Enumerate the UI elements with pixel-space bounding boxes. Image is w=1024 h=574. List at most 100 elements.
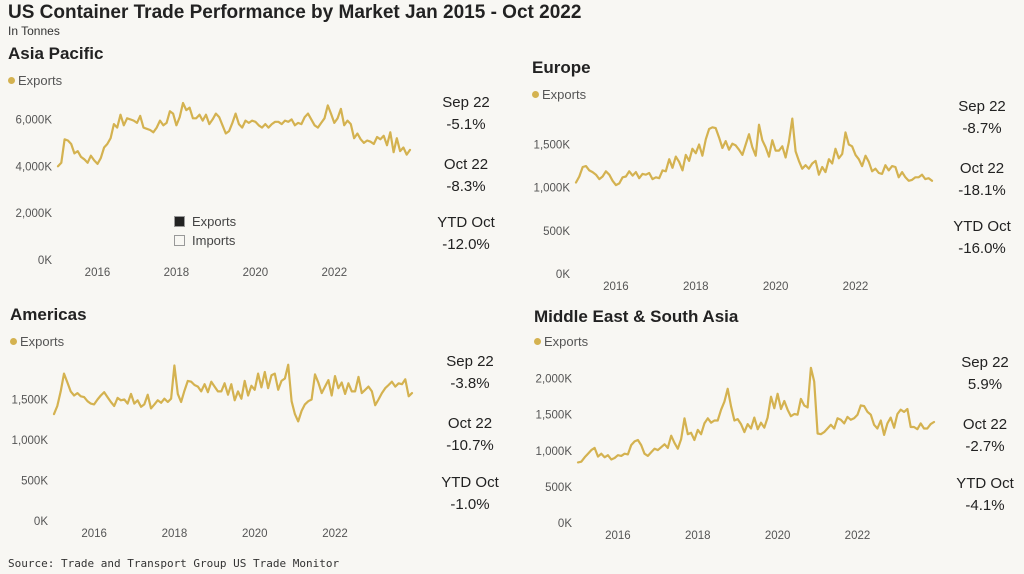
- stat-value: -8.3%: [446, 178, 486, 195]
- series-legend[interactable]: Exports: [534, 334, 588, 349]
- x-tick-label: 2018: [685, 530, 711, 542]
- stat-period: Sep 22: [442, 94, 490, 111]
- source-note: Source: Trade and Transport Group US Tra…: [8, 557, 340, 570]
- y-tick-label: 6,000K: [16, 114, 53, 126]
- page-title: US Container Trade Performance by Market…: [8, 2, 582, 23]
- stat-period: Sep 22: [958, 98, 1006, 115]
- panel-europe: Europe Exports 0K 500K 1,000K 1,500K 2016 201…: [532, 58, 1024, 296]
- legend-dot-icon: [8, 77, 15, 84]
- panel-title: Middle East & South Asia: [534, 307, 739, 326]
- stat-period: Sep 22: [446, 353, 494, 370]
- stat-value: -18.1%: [958, 182, 1006, 199]
- x-tick-label: 2016: [605, 530, 631, 542]
- legend-label: Exports: [20, 334, 65, 349]
- stat-value: -4.1%: [965, 497, 1005, 514]
- y-tick-label: 500K: [545, 482, 572, 494]
- x-tick-label: 2020: [765, 530, 791, 542]
- x-tick-label: 2020: [242, 528, 268, 540]
- x-tick-label: 2016: [603, 281, 629, 293]
- panel-americas: Americas Exports 0K 500K 1,000K 1,500K 2016 2…: [10, 305, 510, 550]
- series-line-exports[interactable]: [574, 117, 934, 187]
- x-tick-label: 2022: [843, 281, 869, 293]
- legend-dot-icon: [534, 338, 541, 345]
- x-tick-label: 2018: [164, 267, 190, 279]
- series-line-exports[interactable]: [52, 363, 414, 423]
- y-tick-label: 1,000K: [534, 183, 571, 195]
- x-tick-label: 2016: [85, 267, 111, 279]
- stat-ytd-oct: YTD Oct -12.0%: [426, 212, 506, 256]
- x-tick-label: 2018: [683, 281, 709, 293]
- inset-legend: Exports Imports: [174, 214, 236, 252]
- stat-sep-22: Sep 22 -3.8%: [430, 351, 510, 395]
- series-legend[interactable]: Exports: [10, 334, 64, 349]
- series-line-exports[interactable]: [56, 101, 412, 168]
- y-tick-label: 0K: [556, 269, 570, 281]
- line-chart-europe: 0K 500K 1,000K 1,500K 2016 2018 2020 2022: [534, 117, 934, 293]
- stat-value: -5.1%: [446, 116, 486, 133]
- series-line-exports[interactable]: [576, 366, 936, 464]
- panel-middle-east-south-asia: Middle East & South Asia Exports 0K 500K 1…: [534, 307, 1024, 552]
- stat-value: -12.0%: [442, 236, 490, 253]
- stat-sep-22: Sep 22 5.9%: [945, 352, 1024, 396]
- legend-label: Exports: [18, 73, 63, 88]
- stat-period: YTD Oct: [437, 214, 495, 231]
- inset-legend-item-imports[interactable]: Imports: [174, 233, 236, 252]
- legend-dot-icon: [532, 91, 539, 98]
- y-tick-label: 1,500K: [12, 395, 49, 407]
- line-chart-middle-east-south-asia: 0K 500K 1,000K 1,500K 2,000K 2016 2018 2020 2022: [536, 366, 936, 542]
- stat-period: YTD Oct: [956, 475, 1014, 492]
- x-tick-label: 2020: [763, 281, 789, 293]
- x-tick-label: 2022: [845, 530, 871, 542]
- square-swatch-icon: [174, 235, 185, 246]
- x-tick-label: 2022: [322, 267, 348, 279]
- line-chart-asia-pacific: 0K 2,000K 4,000K 6,000K 2016 2018 2020 2022: [16, 101, 412, 279]
- stat-ytd-oct: YTD Oct -1.0%: [430, 472, 510, 516]
- stat-oct-22: Oct 22 -2.7%: [945, 414, 1024, 458]
- stat-value: -8.7%: [962, 120, 1002, 137]
- inset-legend-label: Exports: [192, 214, 237, 229]
- panel-asia-pacific: Asia Pacific Exports 0K 2,000K 4,000K 6,000…: [8, 44, 508, 282]
- y-tick-label: 1,500K: [534, 140, 571, 152]
- stat-ytd-oct: YTD Oct -16.0%: [942, 216, 1022, 260]
- legend-label: Exports: [544, 334, 589, 349]
- stat-value: -16.0%: [958, 240, 1006, 257]
- x-tick-label: 2022: [322, 528, 348, 540]
- stat-period: YTD Oct: [441, 474, 499, 491]
- panel-title: Americas: [10, 305, 87, 324]
- square-swatch-icon: [174, 216, 185, 227]
- stat-value: 5.9%: [967, 376, 1003, 393]
- y-tick-label: 0K: [34, 516, 48, 528]
- stat-period: Oct 22: [959, 160, 1005, 177]
- stat-period: YTD Oct: [953, 218, 1011, 235]
- stat-period: Oct 22: [443, 156, 489, 173]
- stat-period: Oct 22: [962, 416, 1008, 433]
- panel-title: Europe: [532, 58, 591, 77]
- stat-sep-22: Sep 22 -5.1%: [426, 92, 506, 136]
- y-tick-label: 1,000K: [12, 435, 49, 447]
- legend-dot-icon: [10, 338, 17, 345]
- series-legend[interactable]: Exports: [8, 73, 62, 88]
- y-tick-label: 0K: [558, 518, 572, 530]
- y-tick-label: 500K: [543, 226, 570, 238]
- line-chart-americas: 0K 500K 1,000K 1,500K 2016 2018 2020 2022: [12, 363, 414, 540]
- y-tick-label: 2,000K: [16, 208, 53, 220]
- page-subtitle: In Tonnes: [8, 24, 60, 38]
- stat-sep-22: Sep 22 -8.7%: [942, 96, 1022, 140]
- y-tick-label: 0K: [38, 255, 52, 267]
- stat-oct-22: Oct 22 -18.1%: [942, 158, 1022, 202]
- x-tick-label: 2020: [243, 267, 269, 279]
- panel-title: Asia Pacific: [8, 44, 104, 63]
- y-tick-label: 2,000K: [536, 374, 573, 386]
- stat-oct-22: Oct 22 -10.7%: [430, 413, 510, 457]
- stat-value: -10.7%: [446, 437, 494, 454]
- stat-ytd-oct: YTD Oct -4.1%: [945, 473, 1024, 517]
- y-tick-label: 4,000K: [16, 161, 53, 173]
- stat-value: -3.8%: [450, 375, 490, 392]
- inset-legend-item-exports[interactable]: Exports: [174, 214, 236, 233]
- y-tick-label: 500K: [21, 476, 48, 488]
- stat-value: -1.0%: [450, 496, 490, 513]
- y-tick-label: 1,500K: [536, 410, 573, 422]
- series-legend[interactable]: Exports: [532, 87, 586, 102]
- y-tick-label: 1,000K: [536, 446, 573, 458]
- x-tick-label: 2018: [162, 528, 188, 540]
